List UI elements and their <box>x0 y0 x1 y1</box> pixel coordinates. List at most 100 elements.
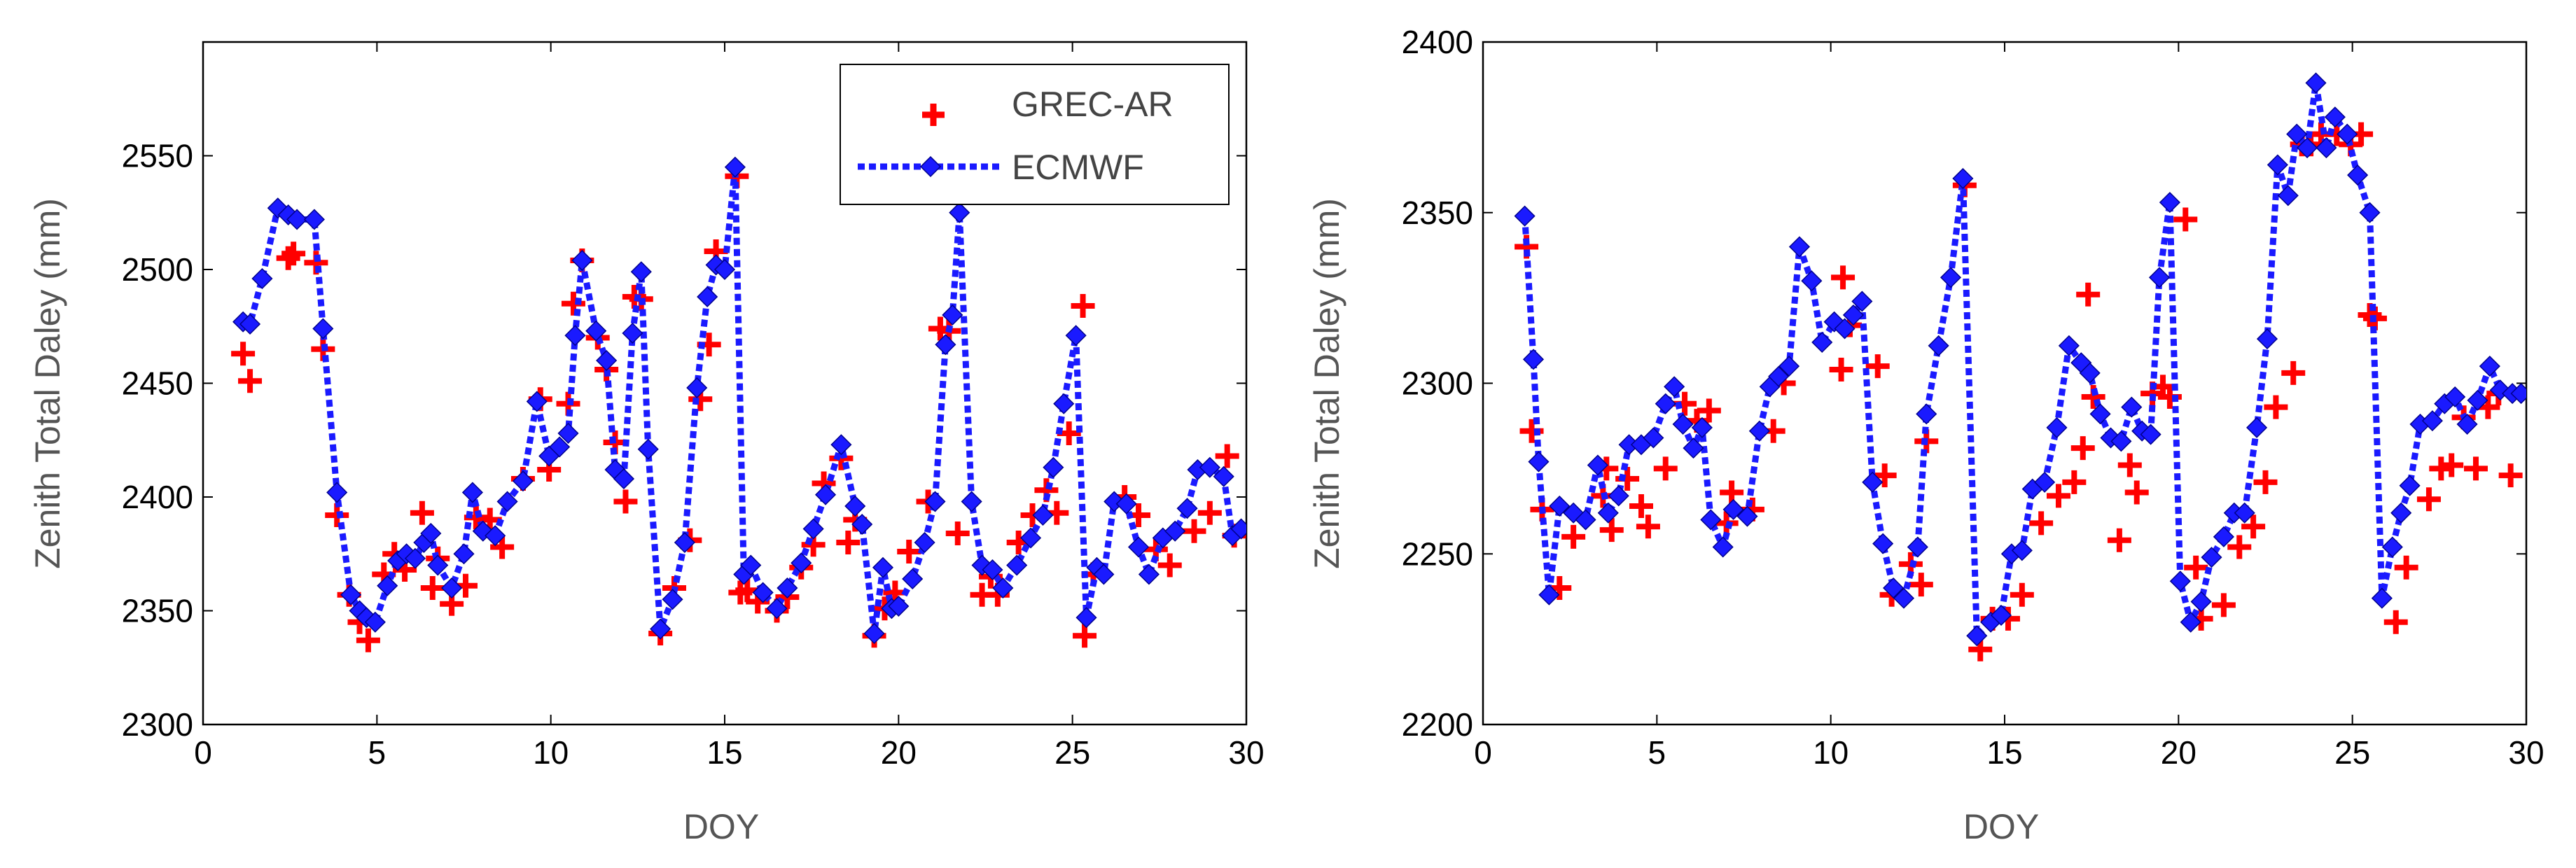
data-point-ecmwf <box>1966 625 1988 647</box>
data-point-grec-ar <box>2416 487 2441 512</box>
data-point-grec-ar <box>1872 463 1897 488</box>
data-point-ecmwf <box>2381 536 2403 558</box>
data-point-ecmwf <box>662 589 683 610</box>
data-point-ecmwf <box>596 349 618 372</box>
data-point-grec-ar <box>2117 453 2142 477</box>
data-point-ecmwf <box>1522 349 1545 370</box>
data-point-grec-ar <box>2498 463 2523 488</box>
data-point-ecmwf <box>2444 386 2466 408</box>
data-point-ecmwf <box>902 568 924 590</box>
data-point-ecmwf <box>427 554 449 576</box>
data-point-grec-ar <box>1636 514 1660 539</box>
data-point-grec-ar <box>2046 484 2070 508</box>
data-point-grec-ar <box>1697 398 1721 423</box>
y-tick-label: 2250 <box>1402 536 1473 572</box>
y-tick-label: 2400 <box>122 479 193 515</box>
data-point-ecmwf <box>2456 413 2478 435</box>
data-point-grec-ar <box>836 531 861 554</box>
legend-swatch-grec-ar <box>922 104 945 126</box>
data-point-ecmwf <box>1907 536 1928 558</box>
data-point-grec-ar <box>897 540 921 564</box>
data-point-ecmwf <box>251 267 273 290</box>
series-area-left <box>231 156 1246 652</box>
data-point-ecmwf <box>1199 456 1220 478</box>
y-tick-label: 2550 <box>122 138 193 174</box>
data-point-ecmwf <box>2467 389 2488 411</box>
data-point-ecmwf <box>312 318 334 340</box>
data-point-ecmwf <box>1872 533 1894 554</box>
x-tick-label: 25 <box>1054 734 1090 771</box>
data-point-ecmwf <box>1940 267 1962 288</box>
data-point-grec-ar <box>1157 553 1182 578</box>
x-tick-label: 15 <box>706 734 742 771</box>
legend-swatch-ecmwf <box>858 155 1003 178</box>
series-area-right <box>1514 72 2526 662</box>
data-point-grec-ar <box>231 342 256 366</box>
data-point-grec-ar <box>1197 500 1222 525</box>
data-point-ecmwf <box>1075 607 1097 629</box>
data-point-ecmwf <box>2390 502 2412 524</box>
data-point-ecmwf <box>2337 123 2358 145</box>
data-point-ecmwf <box>674 531 695 554</box>
data-point-ecmwf <box>585 320 607 342</box>
data-point-grec-ar <box>1599 518 1624 542</box>
data-point-ecmwf <box>1842 304 1865 326</box>
x-tick-label: 20 <box>881 734 917 771</box>
data-point-ecmwf <box>888 595 910 617</box>
data-point-ecmwf <box>1883 577 1905 599</box>
data-point-ecmwf <box>2148 267 2171 288</box>
y-ticks-left: 2300 2350 2400 2450 2500 2550 <box>122 138 1246 743</box>
data-point-ecmwf <box>1528 451 1550 472</box>
data-point-ecmwf <box>1538 584 1560 606</box>
y-tick-label: 2300 <box>1402 365 1473 402</box>
data-point-ecmwf <box>2190 591 2212 612</box>
data-point-ecmwf <box>1928 335 1949 356</box>
data-point-ecmwf <box>1127 536 1150 558</box>
data-point-ecmwf <box>2159 192 2180 214</box>
data-point-ecmwf <box>935 334 956 356</box>
x-tick-label: 5 <box>1648 734 1666 771</box>
data-point-ecmwf <box>1655 393 1676 414</box>
data-point-grec-ar <box>2211 593 2236 617</box>
data-point-ecmwf <box>791 552 812 574</box>
data-point-ecmwf <box>914 531 935 554</box>
data-point-ecmwf <box>1990 604 2012 626</box>
data-point-grec-ar <box>2383 610 2408 634</box>
data-point-ecmwf <box>740 554 762 576</box>
x-tick-label: 0 <box>194 734 212 771</box>
data-point-ecmwf <box>512 470 534 492</box>
data-point-grec-ar <box>2463 456 2488 481</box>
data-point-ecmwf <box>1032 504 1054 526</box>
data-point-ecmwf <box>1916 403 1937 425</box>
data-point-grec-ar <box>2184 555 2208 580</box>
data-point-ecmwf <box>2277 185 2299 206</box>
data-point-grec-ar <box>410 500 434 525</box>
data-point-grec-ar <box>420 576 445 600</box>
chart-right: 0 5 10 15 20 25 30 2200 2250 2300 2350 2400 Zenith… <box>1307 24 2544 846</box>
x-tick-label: 20 <box>2161 734 2196 771</box>
data-point-ecmwf <box>485 525 506 547</box>
y-tick-label: 2350 <box>1402 195 1473 231</box>
data-point-ecmwf <box>2399 475 2421 496</box>
x-tick-label: 15 <box>1986 734 2022 771</box>
data-point-grec-ar <box>281 241 306 266</box>
data-point-ecmwf <box>724 156 746 178</box>
data-point-ecmwf <box>1664 376 1685 398</box>
x-tick-label: 5 <box>368 734 387 771</box>
data-point-ecmwf <box>697 286 718 308</box>
data-point-grec-ar <box>2010 582 2034 607</box>
data-point-ecmwf <box>942 304 963 326</box>
data-point-ecmwf <box>1801 270 1823 292</box>
data-point-ecmwf <box>420 522 442 545</box>
x-ticks-right: 0 5 10 15 20 25 30 <box>1474 42 2544 771</box>
data-point-ecmwf <box>2371 587 2393 609</box>
data-point-ecmwf <box>1722 498 1744 520</box>
data-point-ecmwf <box>2011 540 2033 561</box>
data-point-ecmwf <box>2479 356 2500 377</box>
data-point-grec-ar <box>1561 524 1586 549</box>
data-point-ecmwf <box>571 249 593 272</box>
data-point-ecmwf <box>686 377 708 399</box>
y-tick-label: 2450 <box>122 365 193 402</box>
data-point-ecmwf <box>2201 547 2222 568</box>
data-point-ecmwf <box>1834 318 1856 340</box>
